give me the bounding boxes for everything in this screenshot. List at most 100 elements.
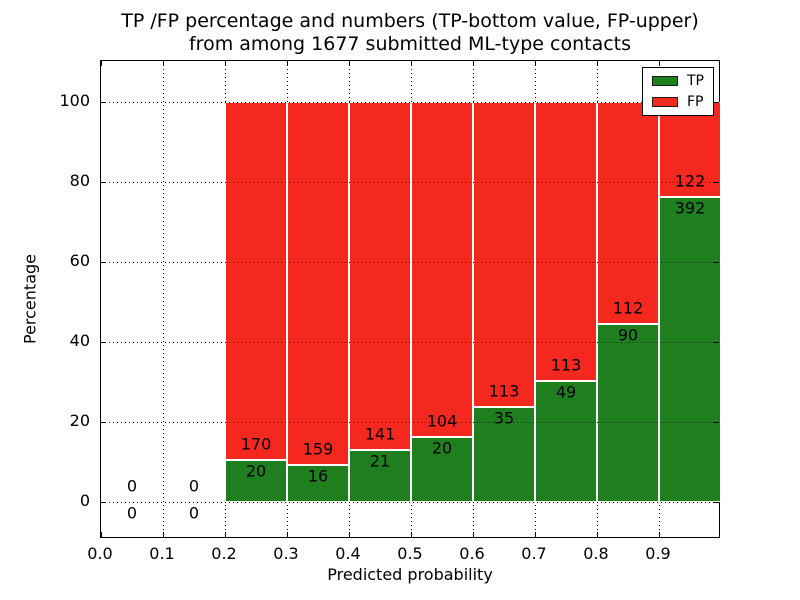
bar-label-tp: 392 [674, 198, 706, 218]
y-tick-mark [714, 501, 719, 503]
bar-segment-tp [349, 450, 411, 502]
legend-label-tp: TP [687, 73, 704, 89]
y-tick-label: 20 [69, 411, 90, 430]
bar-segment-fp [535, 102, 597, 381]
x-tick-mark [596, 61, 598, 66]
y-tick-label: 40 [69, 331, 90, 350]
bar-label-tp: 49 [555, 382, 577, 402]
x-tick-mark [410, 61, 412, 66]
legend-item-tp: TP [652, 74, 704, 88]
bar-label-tp: 21 [369, 451, 391, 471]
bar-label-fp: 112 [612, 298, 644, 318]
horizontal-gridline [101, 421, 719, 423]
bar-label-fp: 0 [126, 476, 138, 496]
x-tick-mark [224, 532, 226, 537]
x-tick-label: 0.2 [211, 544, 237, 563]
x-tick-mark [410, 532, 412, 537]
x-tick-mark [224, 61, 226, 66]
x-tick-mark [162, 532, 164, 537]
x-tick-mark [100, 61, 102, 66]
x-tick-mark [286, 61, 288, 66]
x-tick-mark [472, 61, 474, 66]
bar-segment-tp [659, 196, 721, 502]
x-tick-mark [534, 61, 536, 66]
x-tick-label: 0.1 [149, 544, 175, 563]
x-tick-mark [596, 532, 598, 537]
bar-label-fp: 104 [426, 411, 458, 431]
x-tick-label: 0.6 [459, 544, 485, 563]
bar-label-fp: 113 [550, 355, 582, 375]
bar-label-fp: 122 [674, 171, 706, 191]
legend-swatch-fp [652, 97, 678, 107]
y-tick-label: 80 [69, 171, 90, 190]
x-tick-mark [286, 532, 288, 537]
y-tick-mark [714, 181, 719, 183]
bar-segment-tp [473, 407, 535, 502]
y-tick-mark [101, 101, 106, 103]
bar-segment-tp [597, 323, 659, 502]
x-tick-label: 0.5 [397, 544, 423, 563]
y-tick-label: 60 [69, 251, 90, 270]
x-tick-mark [472, 532, 474, 537]
horizontal-gridline [101, 261, 719, 263]
x-tick-mark [534, 532, 536, 537]
legend-item-fp: FP [652, 95, 704, 109]
x-tick-label: 0.7 [521, 544, 547, 563]
y-tick-mark [714, 261, 719, 263]
vertical-gridline [162, 61, 164, 537]
bar-segment-tp [535, 381, 597, 502]
bar-label-fp: 159 [302, 439, 334, 459]
bar-label-tp: 90 [617, 325, 639, 345]
horizontal-gridline [101, 101, 719, 103]
horizontal-gridline [101, 501, 719, 503]
x-tick-label: 0.3 [273, 544, 299, 563]
bar-segment-tp [411, 437, 473, 502]
chart-title: TP /FP percentage and numbers (TP-bottom… [100, 10, 720, 56]
bar-segment-fp [411, 102, 473, 438]
bar-segment-fp [349, 102, 411, 451]
bar-label-fp: 0 [188, 476, 200, 496]
y-tick-label: 0 [79, 491, 90, 510]
legend: TP FP [642, 67, 714, 116]
bar-segment-fp [597, 102, 659, 324]
bar-segment-tp [287, 465, 349, 502]
y-tick-mark [101, 501, 106, 503]
bar-segment-fp [659, 102, 721, 197]
bar-segment-fp [287, 102, 349, 466]
y-tick-mark [101, 421, 106, 423]
x-tick-label: 0.0 [87, 544, 113, 563]
bar-label-fp: 113 [488, 381, 520, 401]
x-tick-mark [100, 532, 102, 537]
x-tick-mark [348, 61, 350, 66]
x-tick-label: 0.8 [583, 544, 609, 563]
x-tick-mark [348, 532, 350, 537]
bar-label-tp: 20 [245, 461, 267, 481]
y-tick-mark [714, 101, 719, 103]
x-axis-label: Predicted probability [327, 565, 493, 584]
chart-title-line1: TP /FP percentage and numbers (TP-bottom… [121, 10, 699, 32]
plot-area: TP FP 0 0 0 0 170 20 159 16 141 21 104 20 113 35 113 49 1… [100, 60, 721, 538]
bar-label-tp: 0 [188, 503, 200, 523]
x-tick-label: 0.4 [335, 544, 361, 563]
x-tick-mark [658, 532, 660, 537]
legend-swatch-tp [652, 76, 678, 86]
bar-segment-tp [225, 459, 287, 502]
y-tick-label: 100 [59, 91, 90, 110]
y-tick-mark [714, 421, 719, 423]
bar-segment-fp [473, 102, 535, 408]
horizontal-gridline [101, 181, 719, 183]
y-tick-mark [714, 341, 719, 343]
y-tick-mark [101, 261, 106, 263]
bar-label-tp: 35 [493, 408, 515, 428]
y-tick-mark [101, 181, 106, 183]
horizontal-gridline [101, 341, 719, 343]
bar-label-tp: 20 [431, 438, 453, 458]
legend-label-fp: FP [687, 94, 704, 110]
x-tick-mark [658, 61, 660, 66]
x-tick-label: 0.9 [645, 544, 671, 563]
bar-label-fp: 170 [240, 434, 272, 454]
bar-label-tp: 16 [307, 466, 329, 486]
chart-title-line2: from among 1677 submitted ML-type contac… [188, 33, 632, 55]
x-tick-mark [162, 61, 164, 66]
